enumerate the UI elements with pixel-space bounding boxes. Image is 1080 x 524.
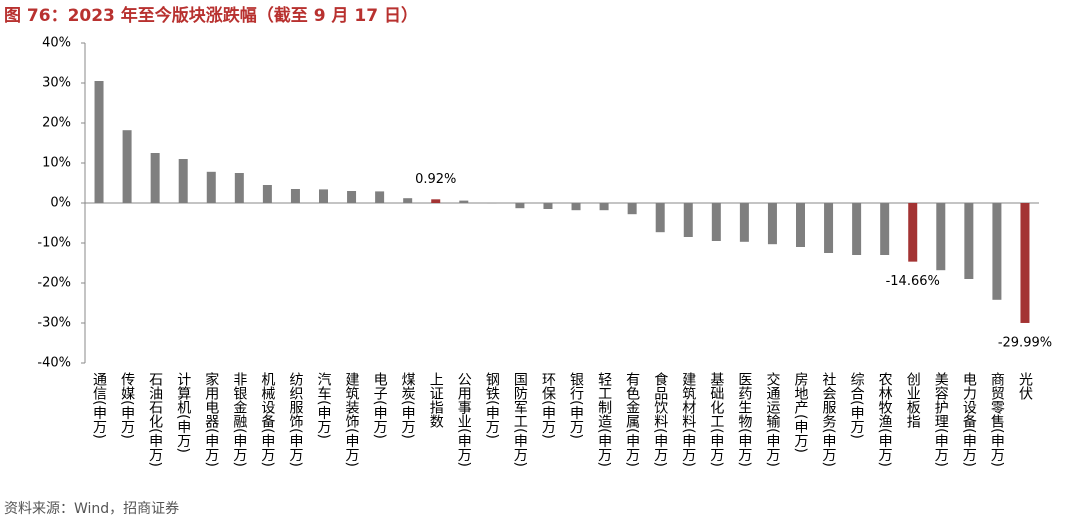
x-tick-label: 上证指数 (428, 372, 444, 428)
bar (683, 203, 693, 237)
x-tick-label: 创业板指 (905, 372, 921, 428)
x-tick-label: 电力设备(申万) (961, 372, 977, 467)
y-tick-label: 40% (42, 36, 71, 51)
bar (880, 203, 890, 255)
bar (459, 200, 469, 203)
x-tick-label: 房地产(申万) (793, 372, 809, 453)
bar (824, 203, 834, 253)
bar (796, 203, 805, 247)
bar (347, 191, 357, 203)
bar (739, 203, 749, 242)
x-tick-label: 通信(申万) (91, 372, 107, 439)
bar (655, 203, 665, 233)
bar (908, 203, 918, 262)
x-tick-label: 国防军工(申万) (512, 372, 528, 467)
x-tick-label: 社会服务(申万) (821, 372, 837, 467)
x-tick-label: 轻工制造(申万) (596, 372, 612, 467)
x-tick-label: 家用电器(申万) (203, 371, 219, 467)
x-tick-label: 纺织服饰(申万) (287, 372, 303, 467)
bar (964, 203, 974, 279)
bar (627, 203, 637, 215)
x-tick-label: 食品饮料(申万) (652, 371, 668, 467)
x-tick-label: 银行(申万) (568, 372, 584, 439)
x-tick-label: 环保(申万) (540, 372, 556, 439)
bar (767, 203, 777, 245)
x-tick-label: 光伏 (1017, 372, 1033, 400)
source-note: 资料来源：Wind，招商证券 (4, 501, 179, 517)
x-tick-label: 机械设备(申万) (259, 372, 275, 467)
bar (403, 198, 413, 203)
y-tick-label: 30% (42, 76, 71, 91)
data-label: 0.92% (415, 172, 456, 187)
x-tick-label: 农林牧渔(申万) (877, 372, 893, 467)
bar (599, 203, 609, 211)
x-tick-label: 公用事业(申万) (456, 372, 472, 467)
chart-title: 图 76：2023 年至今版块涨跌幅（截至 9 月 17 日） (4, 5, 418, 26)
bar (936, 203, 946, 271)
bar (262, 185, 272, 203)
bar (375, 191, 385, 203)
bar (122, 130, 132, 203)
x-tick-label: 综合(申万) (849, 372, 865, 439)
bar (431, 199, 441, 203)
bar (571, 203, 581, 211)
x-tick-label: 非银金融(申万) (231, 372, 247, 467)
bar (234, 173, 244, 203)
x-tick-label: 传媒(申万) (119, 372, 135, 439)
x-tick-label: 汽车(申万) (316, 372, 332, 439)
x-tick-label: 基础化工(申万) (708, 371, 724, 467)
bar (319, 189, 328, 203)
x-tick-label: 电子(申万) (372, 372, 388, 439)
x-tick-label: 交通运输(申万) (764, 371, 780, 467)
bar (150, 153, 160, 203)
x-tick-label: 建筑材料(申万) (680, 372, 696, 467)
x-tick-label: 煤炭(申万) (400, 372, 416, 439)
bar (515, 203, 525, 209)
bar (94, 81, 104, 203)
x-tick-label: 建筑装饰(申万) (344, 372, 360, 467)
x-tick-label: 钢铁(申万) (484, 372, 500, 439)
data-label: -14.66% (886, 274, 940, 289)
bar (543, 203, 553, 209)
y-tick-label: -10% (37, 236, 71, 251)
x-tick-label: 有色金属(申万) (624, 372, 640, 467)
bar (290, 189, 300, 203)
bar (1020, 203, 1030, 323)
x-tick-label: 计算机(申万) (175, 372, 191, 453)
data-label: -29.99% (998, 335, 1052, 350)
bar (178, 159, 188, 203)
y-tick-label: -40% (37, 356, 71, 371)
x-tick-label: 医药生物(申万) (736, 372, 752, 467)
x-tick-label: 美容护理(申万) (933, 372, 949, 467)
y-tick-label: 0% (50, 196, 71, 211)
bar (711, 203, 721, 241)
y-tick-label: 20% (42, 116, 71, 131)
y-tick-label: 10% (42, 156, 71, 171)
x-tick-label: 商贸零售(申万) (989, 372, 1005, 467)
y-tick-label: -20% (37, 276, 71, 291)
bar (206, 171, 216, 203)
x-tick-label: 石油石化(申万) (147, 372, 163, 467)
bar (852, 203, 862, 255)
bar (992, 203, 1002, 300)
y-tick-label: -30% (37, 316, 71, 331)
